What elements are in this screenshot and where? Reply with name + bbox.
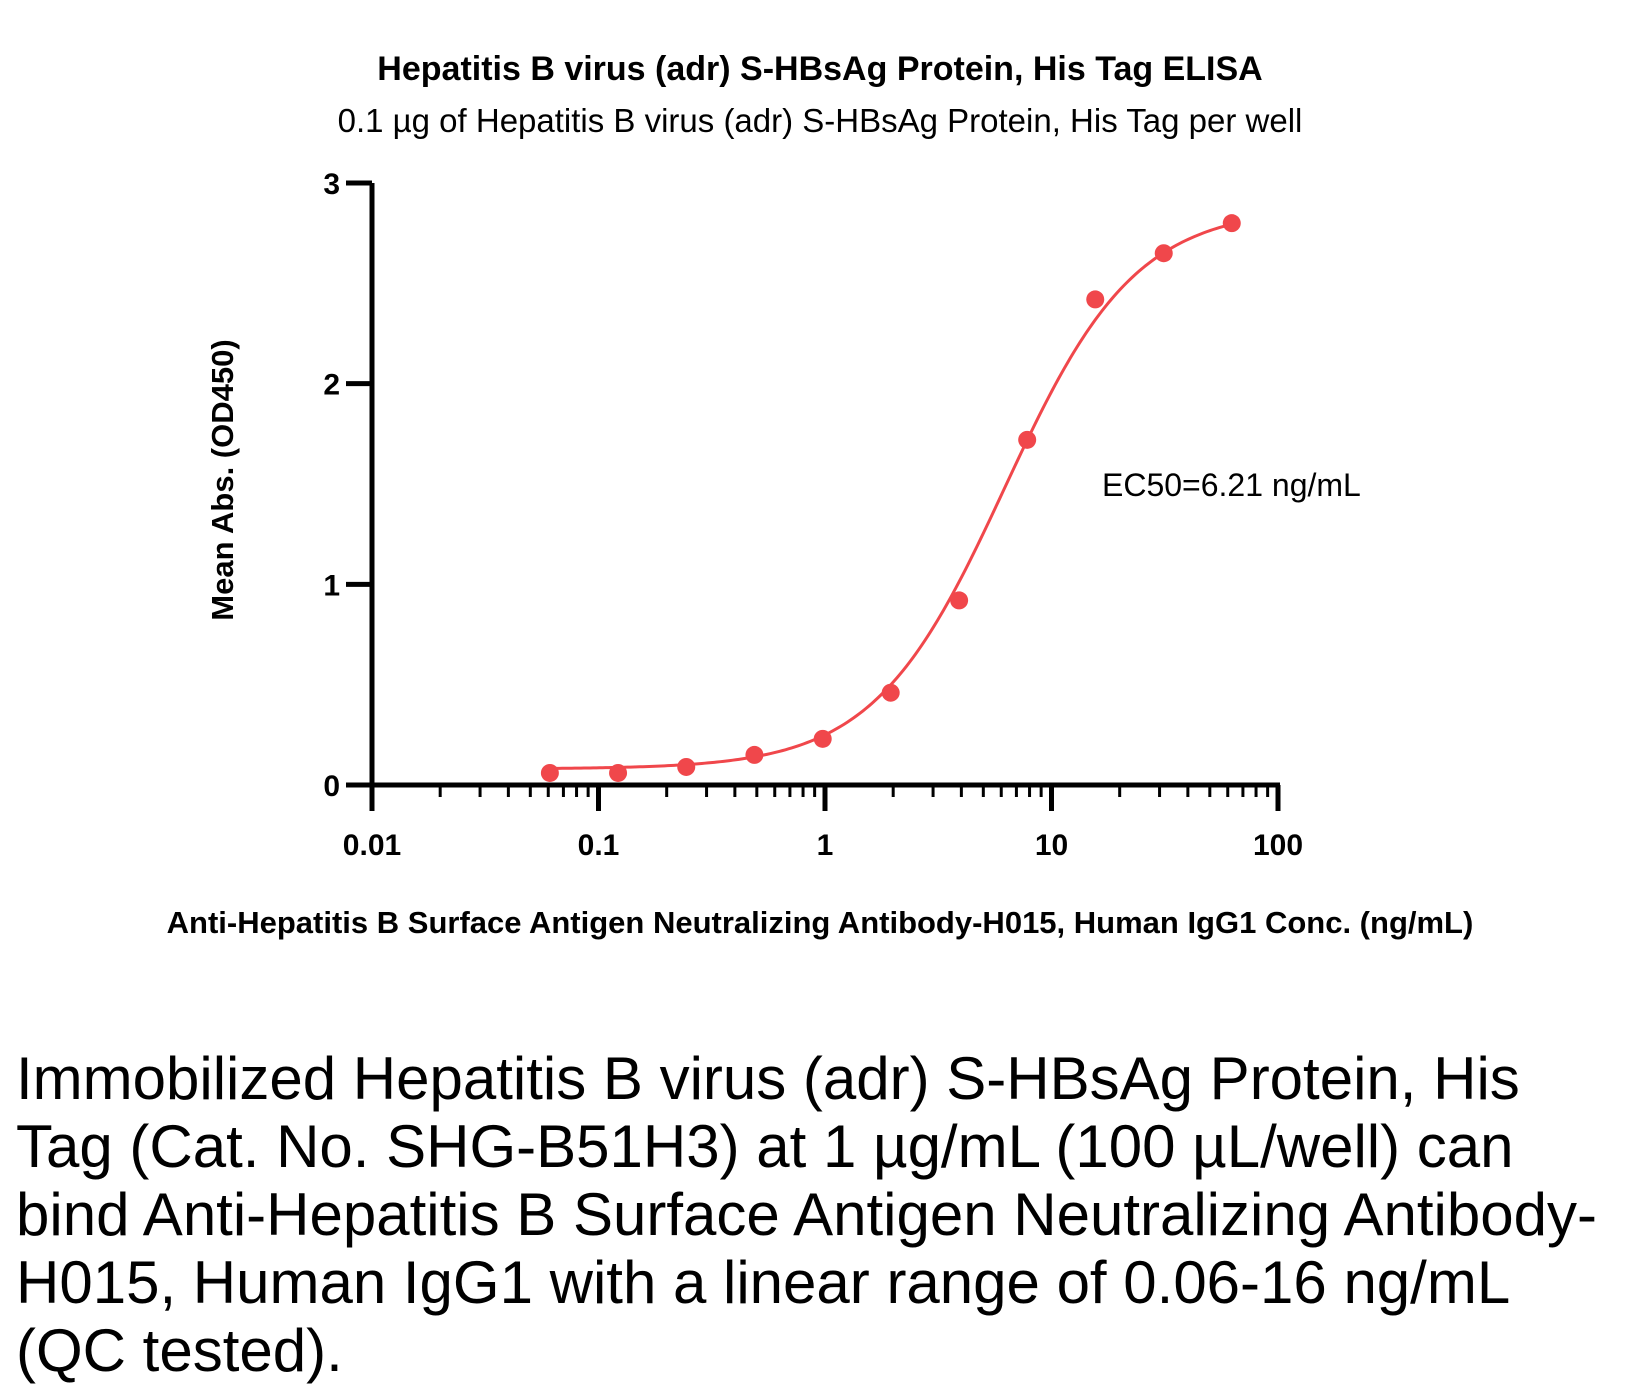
data-point: [609, 763, 628, 782]
data-point: [677, 757, 696, 776]
data-point: [540, 763, 559, 782]
y-tick-label: 2: [323, 369, 340, 402]
figure-caption: Immobilized Hepatitis B virus (adr) S-HB…: [16, 1045, 1597, 1384]
data-point: [1086, 290, 1105, 309]
data-point: [813, 729, 832, 748]
x-tick-label: 10: [1035, 829, 1068, 862]
data-point: [1222, 214, 1241, 233]
data-point: [1154, 244, 1173, 263]
data-point: [950, 591, 969, 610]
x-axis-label: Anti-Hepatitis B Surface Antigen Neutral…: [167, 905, 1474, 940]
ec50-annotation: EC50=6.21 ng/mL: [1102, 467, 1361, 503]
x-tick-label: 1: [817, 829, 834, 862]
x-tick-label: 0.01: [343, 829, 401, 862]
data-point: [745, 745, 764, 764]
y-tick-label: 0: [323, 770, 340, 803]
chart-title: Hepatitis B virus (adr) S-HBsAg Protein,…: [377, 50, 1262, 88]
y-tick-label: 3: [323, 168, 340, 201]
data-point: [881, 683, 900, 702]
x-tick-label: 100: [1253, 829, 1303, 862]
chart-subtitle: 0.1 µg of Hepatitis B virus (adr) S-HBsA…: [338, 102, 1303, 139]
y-axis-label: Mean Abs. (OD450): [205, 339, 240, 620]
data-point: [1018, 430, 1037, 449]
y-tick-label: 1: [323, 569, 340, 602]
y-axis-ticks: 0 1 2 3: [323, 168, 372, 803]
x-tick-label: 0.1: [578, 829, 620, 862]
elisa-chart: Hepatitis B virus (adr) S-HBsAg Protein,…: [167, 50, 1474, 940]
x-axis-ticks: 0.01 0.1 1 10 100: [343, 785, 1303, 862]
data-points-layer: [540, 214, 1241, 782]
